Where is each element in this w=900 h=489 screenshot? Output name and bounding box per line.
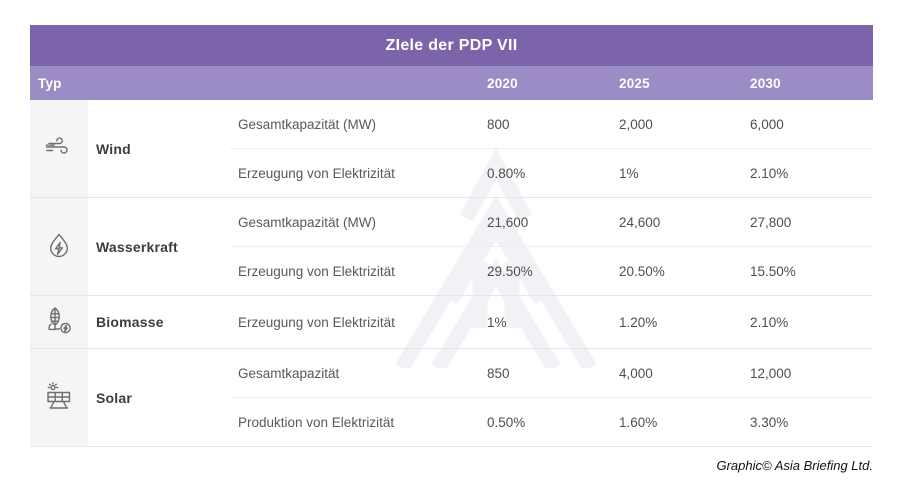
metric-label: Erzeugung von Elektrizität <box>238 263 395 279</box>
metric-label: Erzeugung von Elektrizität <box>238 314 395 330</box>
table-row: Gesamtkapazität 850 4,000 12,000 <box>230 349 873 397</box>
value-2020: 850 <box>487 365 510 381</box>
table-row: Erzeugung von Elektrizität 0.80% 1% 2.10… <box>230 148 873 197</box>
metric-rows: Gesamtkapazität 850 4,000 12,000 Produkt… <box>230 349 873 446</box>
metric-label: Gesamtkapazität (MW) <box>238 214 377 230</box>
value-2020: 800 <box>487 116 510 132</box>
column-header-2025: 2025 <box>619 75 650 91</box>
value-2025: 1% <box>619 165 639 181</box>
value-2030: 2.10% <box>750 314 789 330</box>
value-2030: 12,000 <box>750 365 792 381</box>
type-icon-cell <box>30 296 88 348</box>
column-header-2020: 2020 <box>487 75 518 91</box>
metric-rows: Erzeugung von Elektrizität 1% 1.20% 2.10… <box>230 296 873 348</box>
value-2020: 29.50% <box>487 263 533 279</box>
value-2020: 21,600 <box>487 214 529 230</box>
type-icon-cell <box>30 349 88 446</box>
value-2025: 4,000 <box>619 365 653 381</box>
table-column-header-row: Typ 2020 2025 2030 <box>30 66 873 100</box>
table-row: Gesamtkapazität (MW) 21,600 24,600 27,80… <box>230 198 873 246</box>
table-title-bar: ZIele der PDP VII <box>30 25 873 66</box>
value-2030: 15.50% <box>750 263 796 279</box>
value-2025: 24,600 <box>619 214 661 230</box>
table-body: Wind Gesamtkapazität (MW) 800 2,000 6,00… <box>30 100 873 447</box>
value-2020: 0.50% <box>487 414 526 430</box>
table-row-group-solar: Solar Gesamtkapazität 850 4,000 12,000 P… <box>30 348 873 446</box>
value-2030: 2.10% <box>750 165 789 181</box>
value-2030: 27,800 <box>750 214 792 230</box>
value-2020: 0.80% <box>487 165 526 181</box>
table-row-group-wind: Wind Gesamtkapazität (MW) 800 2,000 6,00… <box>30 100 873 197</box>
metric-label: Produktion von Elektrizität <box>238 414 395 430</box>
table-row-group-biomasse: Biomasse Erzeugung von Elektrizität 1% 1… <box>30 295 873 348</box>
biomass-icon <box>42 304 76 340</box>
value-2025: 1.20% <box>619 314 658 330</box>
table-row: Gesamtkapazität (MW) 800 2,000 6,000 <box>230 100 873 148</box>
type-label: Solar <box>96 389 133 406</box>
type-icon-cell <box>30 198 88 295</box>
icon-column-background <box>30 100 88 446</box>
column-header-2030: 2030 <box>750 75 781 91</box>
table-row: Produktion von Elektrizität 0.50% 1.60% … <box>230 397 873 446</box>
metric-label: Erzeugung von Elektrizität <box>238 165 395 181</box>
type-label: Biomasse <box>96 314 164 330</box>
graphic-credit: Graphic© Asia Briefing Ltd. <box>716 458 873 473</box>
type-label: Wasserkraft <box>96 238 178 255</box>
wind-icon <box>42 133 76 165</box>
table-row: Erzeugung von Elektrizität 29.50% 20.50%… <box>230 246 873 295</box>
table-row: Erzeugung von Elektrizität 1% 1.20% 2.10… <box>230 296 873 348</box>
column-header-typ: Typ <box>38 75 62 91</box>
value-2025: 2,000 <box>619 116 653 132</box>
type-icon-cell <box>30 100 88 197</box>
table-title: ZIele der PDP VII <box>385 36 518 54</box>
metric-rows: Gesamtkapazität (MW) 800 2,000 6,000 Erz… <box>230 100 873 197</box>
value-2030: 3.30% <box>750 414 789 430</box>
type-label: Wind <box>96 140 131 157</box>
pdp-targets-table: ZIele der PDP VII Typ 2020 2025 2030 <box>30 25 873 447</box>
value-2025: 20.50% <box>619 263 665 279</box>
metric-label: Gesamtkapazität (MW) <box>238 116 377 132</box>
metric-label: Gesamtkapazität <box>238 365 340 381</box>
value-2020: 1% <box>487 314 507 330</box>
table-row-group-wasserkraft: Wasserkraft Gesamtkapazität (MW) 21,600 … <box>30 197 873 295</box>
metric-rows: Gesamtkapazität (MW) 21,600 24,600 27,80… <box>230 198 873 295</box>
value-2030: 6,000 <box>750 116 784 132</box>
hydropower-icon <box>43 230 75 264</box>
value-2025: 1.60% <box>619 414 658 430</box>
solar-icon <box>42 381 76 415</box>
